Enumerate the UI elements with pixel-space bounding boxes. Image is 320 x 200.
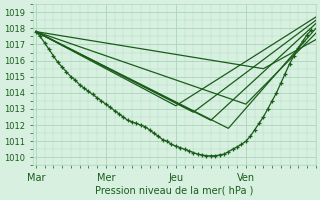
X-axis label: Pression niveau de la mer( hPa ): Pression niveau de la mer( hPa ) — [95, 186, 253, 196]
